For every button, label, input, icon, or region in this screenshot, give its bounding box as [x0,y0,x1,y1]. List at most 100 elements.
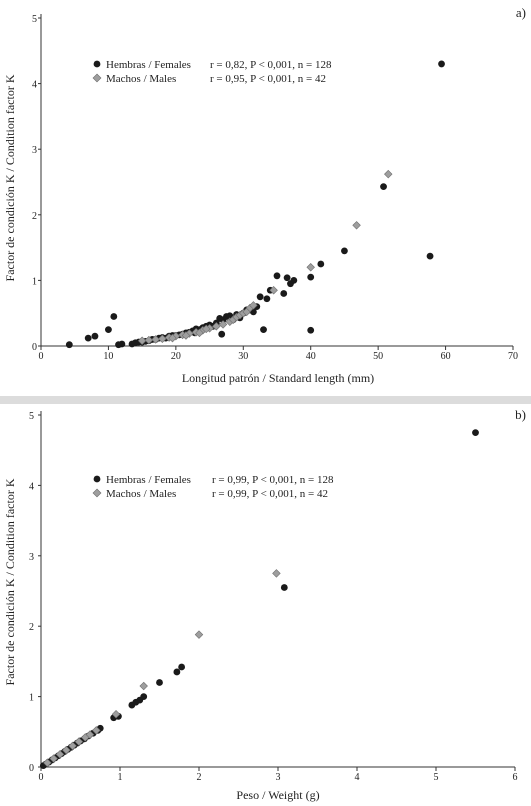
data-point-males [352,221,361,230]
y-tick-label: 1 [29,693,34,704]
data-point-males [272,569,281,578]
data-point-females [178,663,186,671]
y-tick-label: 5 [29,411,34,422]
data-point-males [269,286,278,295]
data-point-females [307,326,315,334]
data-point-females [118,340,126,348]
x-tick-label: 3 [276,772,281,783]
data-point-females [156,679,163,686]
x-tick-label: 4 [355,772,360,783]
legend-marker-males-a [92,73,102,83]
legend-label-males-a: Machos / Males [106,73,176,85]
panel-label-a: a) [516,5,526,20]
data-point-males [68,741,77,751]
data-point-males [168,333,177,343]
data-point-males [111,709,121,719]
data-point-females [307,273,315,281]
legend-label-males-b: Machos / Males [106,488,176,500]
data-point-males [151,335,160,344]
data-point-females [218,330,226,338]
y-tick-label: 2 [29,622,34,633]
data-point-males [144,335,154,345]
legend-label-females-b: Hembras / Females [106,474,191,486]
legend-stats-females-a: r = 0,82, P < 0,001, n = 128 [210,59,332,71]
data-point-females [173,668,181,676]
data-point-females [105,326,112,333]
chart-b: Factor de condición K / Condition factor… [3,407,526,802]
legend-stats-males-b: r = 0,99, P < 0,001, n = 42 [212,488,328,500]
y-axis-label-b: Factor de condición K / Condition factor… [3,478,17,685]
x-tick-label: 60 [441,351,451,362]
y-axis-label-a: Factor de condición K / Condition factor… [3,74,17,281]
x-tick-label: 70 [508,351,518,362]
data-point-males [384,169,393,179]
data-point-males [62,745,71,755]
data-point-males [92,726,101,735]
x-axis-label-a: Longitud patrón / Standard length (mm) [182,371,374,385]
data-point-males [85,730,95,739]
data-point-males [181,331,191,340]
data-point-males [195,328,204,338]
data-point-females [426,252,434,260]
data-point-males [249,301,258,310]
x-tick-label: 6 [513,772,518,783]
data-point-females [438,60,445,68]
legend-marker-females-b [93,475,101,483]
data-point-males [139,681,148,691]
y-tick-label: 2 [32,211,37,222]
data-point-females [84,334,92,342]
legend-stats-males-a: r = 0,95, P < 0,001, n = 42 [210,73,326,85]
panel-label-b: b) [515,407,526,422]
data-point-males [43,758,52,768]
legend-stats-females-b: r = 0,99, P < 0,001, n = 128 [212,474,334,486]
chart-a: Factor de condición K / Condition factor… [3,5,526,385]
data-point-females [280,584,288,591]
data-point-females [283,274,291,282]
data-point-females [263,295,271,303]
x-tick-label: 2 [197,772,202,783]
y-tick-label: 5 [32,14,37,25]
data-point-males [55,750,65,759]
data-point-males [218,320,228,329]
data-point-females [380,183,387,190]
legend-label-females-a: Hembras / Females [106,59,191,71]
data-point-females [472,429,479,436]
data-point-males [212,322,221,331]
x-tick-label: 20 [171,351,181,362]
data-point-females [140,693,148,700]
data-point-females [317,260,325,268]
x-tick-label: 0 [39,351,44,362]
data-point-males [194,630,204,639]
x-axis-label-b: Peso / Weight (g) [236,788,319,802]
x-tick-label: 5 [434,772,439,783]
data-point-females [280,290,288,297]
legend-marker-females-a [93,60,101,68]
data-point-males [158,334,167,344]
data-point-females [290,277,298,284]
y-tick-label: 3 [29,552,34,563]
y-tick-label: 1 [32,276,37,287]
x-tick-label: 0 [39,772,44,783]
data-point-females [260,326,267,333]
data-point-females [65,341,73,349]
x-tick-label: 50 [373,351,383,362]
data-point-males [74,737,84,746]
y-tick-label: 0 [29,763,34,774]
legend-marker-males-b [92,488,102,498]
data-point-females [273,272,281,280]
data-point-males [137,336,147,345]
y-tick-label: 4 [29,481,34,492]
x-tick-label: 40 [306,351,316,362]
data-point-females [341,247,348,255]
data-point-males [201,324,211,334]
x-tick-label: 10 [103,351,113,362]
data-point-males [49,754,58,763]
x-tick-label: 1 [118,772,123,783]
x-tick-label: 30 [238,351,248,362]
data-point-males [306,263,315,272]
y-tick-label: 3 [32,145,37,156]
y-tick-label: 0 [32,342,37,353]
data-point-females [91,332,99,340]
panel-divider [0,396,531,404]
data-point-females [256,293,264,301]
